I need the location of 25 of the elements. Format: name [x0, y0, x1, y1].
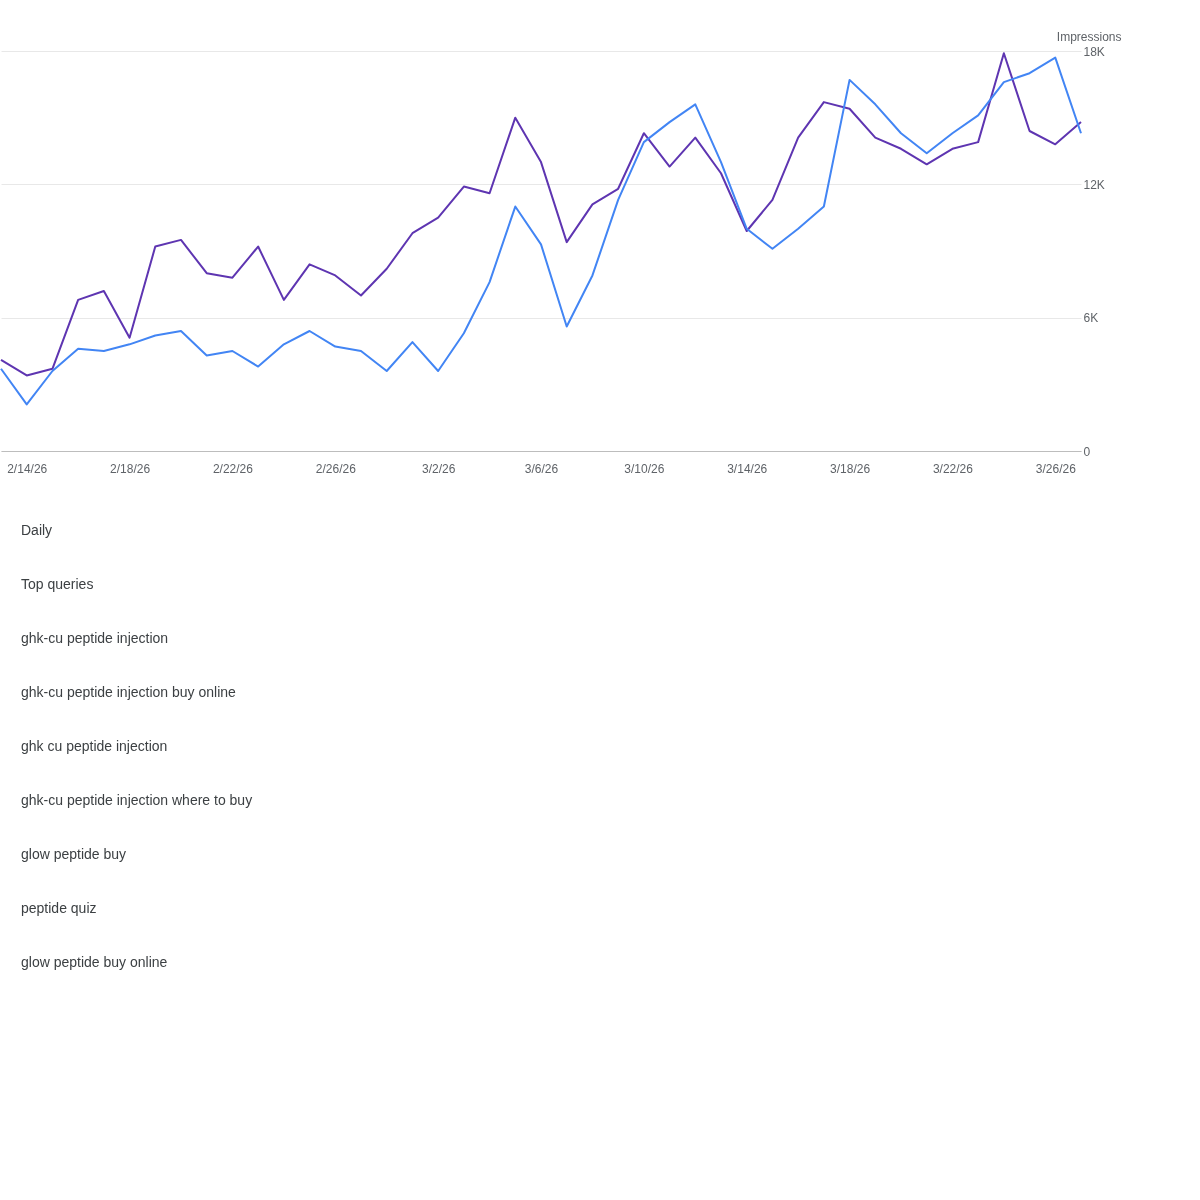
y-tick-label: 12K: [1083, 177, 1105, 192]
x-tick-label: 3/26/26: [1035, 461, 1077, 476]
x-tick-label: 2/22/26: [212, 461, 254, 476]
x-tick-label: 3/18/26: [830, 461, 871, 476]
y-tick-label: 18K: [1083, 44, 1105, 59]
text: peptide quiz: [21, 900, 97, 916]
text: ghk cu peptide injection: [21, 738, 168, 754]
text: ghk-cu peptide injection where to buy: [21, 792, 253, 808]
text: Top queries: [21, 576, 94, 592]
text: ghk-cu peptide injection: [21, 630, 169, 646]
x-tick-label: 2/18/26: [110, 461, 151, 476]
text: glow peptide buy: [21, 846, 127, 862]
x-tick-label: 2/26/26: [315, 461, 357, 476]
y-axis-title: Impressions: [1056, 29, 1122, 44]
x-tick-label: 3/2/26: [421, 461, 456, 476]
y-tick-label: 0: [1083, 444, 1091, 459]
text: ghk-cu peptide injection buy online: [21, 684, 237, 700]
text: Daily: [21, 522, 53, 538]
x-tick-label: 3/6/26: [524, 461, 559, 476]
x-tick-label: 3/22/26: [932, 461, 974, 476]
x-tick-label: 2/14/26: [7, 461, 48, 476]
x-tick-label: 3/14/26: [727, 461, 768, 476]
x-tick-label: 3/10/26: [624, 461, 665, 476]
y-tick-label: 6K: [1083, 311, 1099, 326]
text: glow peptide buy online: [21, 954, 168, 970]
